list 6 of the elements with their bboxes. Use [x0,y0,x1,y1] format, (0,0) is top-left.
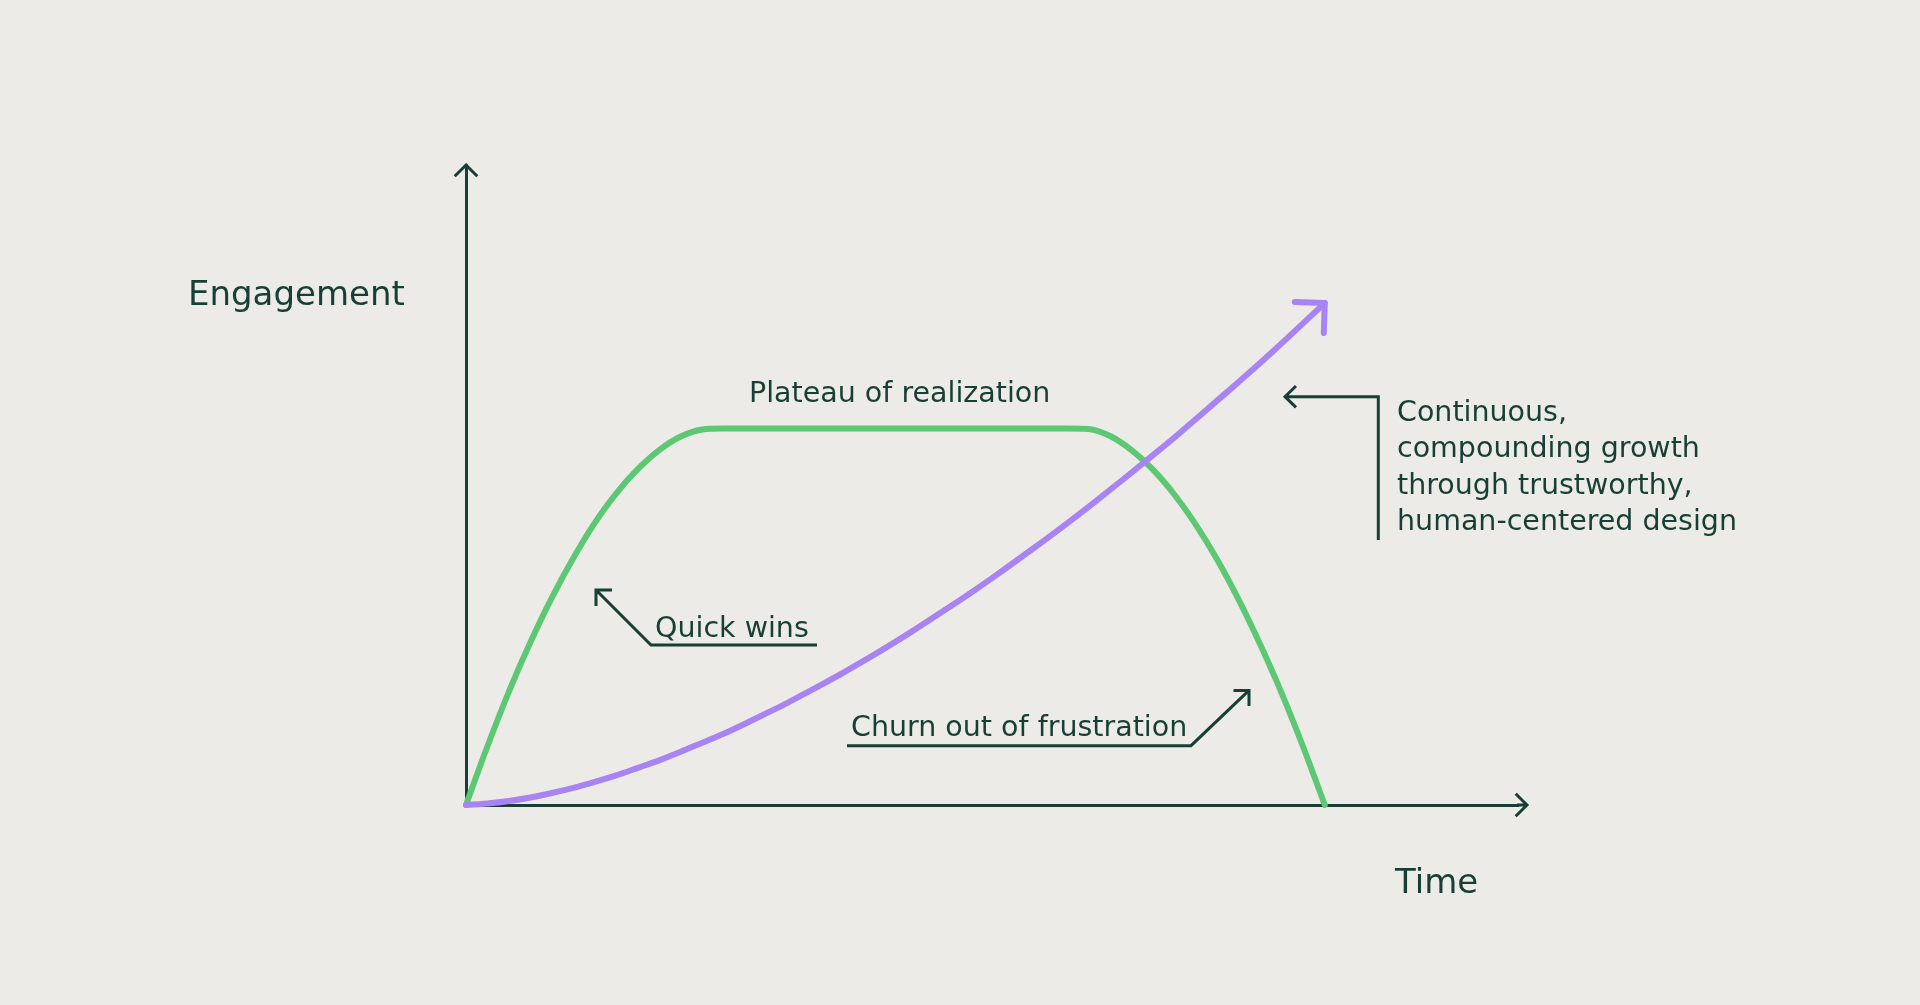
annotation: Quick wins [655,610,809,644]
annotation: Continuous, compounding growth through trustworthy, human-centered design [1397,394,1737,538]
annotation: Plateau of realization [749,375,1051,409]
x-axis-title: Time [1394,861,1479,901]
annotation: Churn out of frustration [851,709,1188,743]
y-axis-title: Engagement [188,273,405,313]
